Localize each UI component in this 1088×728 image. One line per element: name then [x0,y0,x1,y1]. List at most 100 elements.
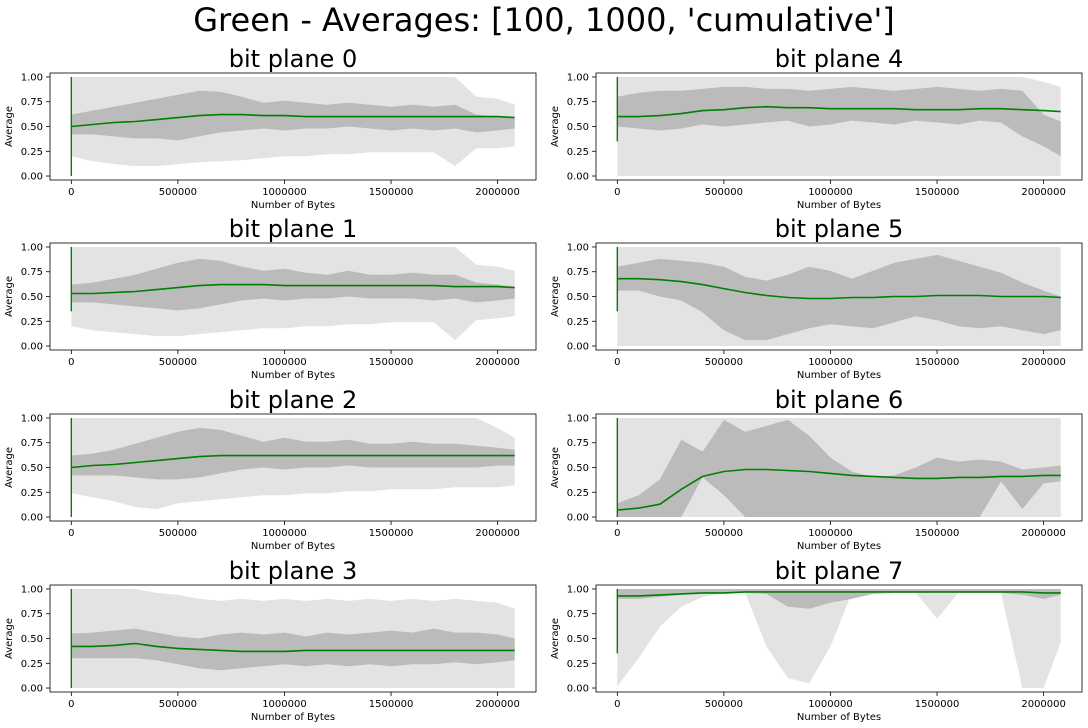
x-tick-label: 2000000 [475,187,520,198]
y-tick-label: 0.50 [21,463,43,474]
x-tick-label: 1000000 [262,187,307,198]
subplot-title: bit plane 0 [229,45,357,73]
x-tick-label: 0 [68,187,74,198]
y-tick-label: 0.00 [567,684,589,695]
cumulative-line [617,277,1061,300]
plot-area [616,417,1061,518]
subplot-bit-plane-1: 0.00 0.25 0.50 0.75 1.00 0 500000 1000000 150000… [4,215,537,381]
x-tick-label: 1000000 [262,699,307,710]
cumulative-line [71,113,515,128]
x-tick-label: 1500000 [369,357,414,368]
band-100-area [617,589,1061,688]
subplot-bit-plane-3: 0.00 0.25 0.50 0.75 1.00 0 500000 1000000 150000… [4,557,537,723]
y-tick-label: 1.00 [567,584,589,595]
y-tick-label: 0.75 [21,97,43,108]
y-tick-label: 0.75 [567,267,589,278]
x-tick-label: 0 [614,357,620,368]
x-tick-label: 0 [614,699,620,710]
x-tick-label: 1500000 [369,699,414,710]
x-axis-label: Number of Bytes [797,200,881,211]
subplot-title: bit plane 4 [775,45,903,73]
y-axis-label: Average [4,106,15,147]
y-tick-label: 0.00 [21,684,43,695]
y-tick-label: 0.75 [21,267,43,278]
x-tick-label: 1500000 [369,528,414,539]
y-tick-label: 1.00 [567,413,589,424]
x-tick-label: 2000000 [1021,699,1066,710]
cumulative-line [71,283,515,295]
x-axis-label: Number of Bytes [251,712,335,723]
subplot-title: bit plane 6 [775,386,903,414]
y-tick-label: 0.50 [21,292,43,303]
x-tick-label: 0 [68,699,74,710]
x-tick-label: 2000000 [1021,357,1066,368]
figure-title: Green - Averages: [100, 1000, 'cumulativ… [193,1,895,39]
x-tick-label: 2000000 [475,699,520,710]
cumulative-line [71,454,515,469]
x-tick-label: 500000 [705,699,743,710]
x-tick-label: 1500000 [915,187,960,198]
plot-area [70,76,515,177]
y-axis-label: Average [4,618,15,659]
x-axis-label: Number of Bytes [797,370,881,381]
subplot-bit-plane-5: 0.00 0.25 0.50 0.75 1.00 0 500000 1000000 150000… [550,215,1083,381]
x-tick-label: 500000 [159,187,197,198]
cumulative-line [617,468,1061,511]
y-tick-label: 0.75 [567,438,589,449]
x-tick-label: 0 [614,187,620,198]
y-axis-label: Average [550,447,561,488]
y-tick-label: 1.00 [21,72,43,83]
y-tick-label: 0.75 [567,609,589,620]
band-1000-area [71,258,515,311]
cumulative-line [617,105,1061,118]
band-1000-area [617,419,1061,517]
x-tick-label: 1000000 [262,528,307,539]
y-tick-label: 0.25 [21,317,43,328]
y-tick-label: 0.50 [567,122,589,133]
x-tick-label: 1500000 [915,699,960,710]
y-axis-label: Average [4,276,15,317]
x-axis-label: Number of Bytes [251,541,335,552]
y-axis-label: Average [4,447,15,488]
plot-area [70,417,515,518]
y-tick-label: 0.00 [21,513,43,524]
plot-area [616,246,1061,346]
y-tick-label: 0.00 [21,342,43,353]
y-tick-label: 1.00 [567,72,589,83]
x-tick-label: 1000000 [808,357,853,368]
subplot-title: bit plane 7 [775,557,903,585]
x-tick-label: 1000000 [808,187,853,198]
y-tick-label: 1.00 [21,242,43,253]
y-tick-label: 0.25 [21,659,43,670]
y-tick-label: 0.25 [567,317,589,328]
cumulative-line [617,591,1061,597]
y-axis-label: Average [550,618,561,659]
band-1000-area [617,589,1061,609]
y-tick-label: 0.25 [21,488,43,499]
x-tick-label: 2000000 [475,528,520,539]
x-tick-label: 500000 [705,357,743,368]
y-tick-label: 0.75 [567,97,589,108]
x-axis-label: Number of Bytes [251,200,335,211]
plot-area [616,588,1061,688]
y-tick-label: 0.50 [567,634,589,645]
subplot-title: bit plane 2 [229,386,357,414]
cumulative-line [71,642,515,653]
y-tick-label: 0.25 [567,147,589,158]
y-tick-label: 0.75 [21,438,43,449]
x-tick-label: 500000 [159,357,197,368]
y-tick-label: 0.75 [21,609,43,620]
y-tick-label: 0.00 [567,342,589,353]
y-tick-label: 1.00 [567,242,589,253]
y-tick-label: 0.25 [567,659,589,670]
plot-area [70,246,515,341]
x-tick-label: 500000 [705,187,743,198]
y-tick-label: 0.50 [567,463,589,474]
y-tick-label: 0.00 [21,172,43,183]
x-tick-label: 0 [68,357,74,368]
subplot-bit-plane-2: 0.00 0.25 0.50 0.75 1.00 0 500000 1000000 150000… [4,386,537,552]
x-axis-label: Number of Bytes [251,370,335,381]
y-tick-label: 0.50 [21,634,43,645]
y-tick-label: 0.25 [21,147,43,158]
